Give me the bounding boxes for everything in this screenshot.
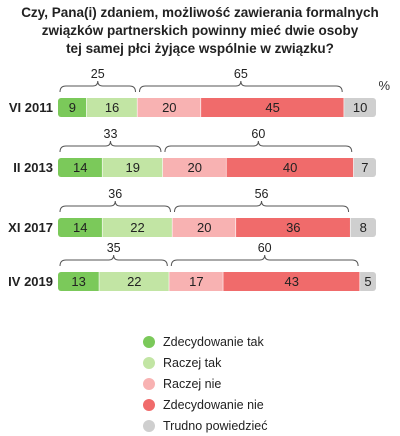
bar-raczej-tak <box>99 272 170 291</box>
value-label-raczej-tak: 22 <box>130 220 144 235</box>
bar-trudno-powiedziec <box>360 272 376 291</box>
bar-trudno-powiedziec <box>353 158 376 177</box>
legend-swatch-zdecydowanie-tak <box>143 335 155 348</box>
value-label-raczej-tak: 22 <box>127 274 141 289</box>
title-line-1: Czy, Pana(i) zdaniem, możliwość zawieran… <box>21 5 379 20</box>
legend-item-trudno-powiedziec: Trudno powiedzieć <box>143 415 267 436</box>
no-bracket <box>173 200 350 213</box>
category-label: IV 2019 <box>8 274 53 289</box>
no-total: 56 <box>255 187 269 201</box>
no-total: 60 <box>251 127 265 141</box>
row-xi-2017: XI 2017 14 22 20 36 8 36 56 <box>8 187 376 237</box>
legend-item-raczej-tak: Raczej tak <box>143 352 267 373</box>
bar-raczej-nie <box>137 98 202 117</box>
category-label: II 2013 <box>13 160 53 175</box>
bar-trudno-powiedziec <box>344 98 376 117</box>
bar-raczej-tak <box>102 158 163 177</box>
chart-title: Czy, Pana(i) zdaniem, możliwość zawieran… <box>6 4 394 58</box>
value-label-zdecydowanie-tak: 13 <box>71 274 85 289</box>
no-total: 60 <box>258 241 272 255</box>
value-label-trudno-powiedziec: 7 <box>361 160 368 175</box>
bar-raczej-tak <box>102 218 173 237</box>
legend-swatch-trudno-powiedziec <box>143 419 155 432</box>
bar-zdecydowanie-tak <box>58 272 100 291</box>
bar-zdecydowanie-nie <box>223 272 361 291</box>
row-vi-2011: VI 2011 9 16 20 45 10 25 65 <box>9 67 376 117</box>
yes-total: 33 <box>104 127 118 141</box>
bar-zdecydowanie-nie <box>236 218 351 237</box>
no-total: 65 <box>234 67 248 81</box>
value-label-zdecydowanie-nie: 45 <box>265 100 279 115</box>
unit-label: % <box>378 78 390 93</box>
no-bracket <box>170 254 359 267</box>
value-label-zdecydowanie-tak: 14 <box>73 160 87 175</box>
bar-zdecydowanie-tak <box>58 98 87 117</box>
yes-bracket <box>59 200 171 213</box>
bar-raczej-nie <box>172 218 237 237</box>
legend-label-zdecydowanie-nie: Zdecydowanie nie <box>163 397 264 412</box>
bar-zdecydowanie-tak <box>58 158 103 177</box>
value-label-zdecydowanie-nie: 36 <box>286 220 300 235</box>
value-label-raczej-nie: 20 <box>188 160 202 175</box>
value-label-raczej-nie: 17 <box>189 274 203 289</box>
bar-raczej-nie <box>169 272 224 291</box>
legend-item-zdecydowanie-tak: Zdecydowanie tak <box>143 331 267 352</box>
yes-bracket <box>59 254 168 267</box>
no-bracket <box>164 140 353 153</box>
title-line-3: tej samej płci żyjące wspólnie w związku… <box>66 41 334 56</box>
legend-label-zdecydowanie-tak: Zdecydowanie tak <box>163 334 264 349</box>
legend-swatch-raczej-tak <box>143 356 155 369</box>
bar-raczej-nie <box>162 158 227 177</box>
category-label: VI 2011 <box>9 100 53 115</box>
value-label-zdecydowanie-nie: 43 <box>284 274 298 289</box>
legend-swatch-raczej-nie <box>143 377 155 390</box>
yes-total: 35 <box>107 241 121 255</box>
value-label-raczej-nie: 20 <box>197 220 211 235</box>
legend: Zdecydowanie tak Raczej tak Raczej nie Z… <box>143 331 267 436</box>
legend-item-zdecydowanie-nie: Zdecydowanie nie <box>143 394 267 415</box>
value-label-raczej-tak: 16 <box>105 100 119 115</box>
row-iv-2019: IV 2019 13 22 17 43 5 35 60 <box>8 241 376 291</box>
category-label: XI 2017 <box>8 220 53 235</box>
no-bracket <box>139 80 343 93</box>
legend-swatch-zdecydowanie-nie <box>143 398 155 411</box>
value-label-raczej-nie: 20 <box>162 100 176 115</box>
value-label-zdecydowanie-nie: 40 <box>283 160 297 175</box>
bar-trudno-powiedziec <box>350 218 376 237</box>
value-label-zdecydowanie-tak: 14 <box>73 220 87 235</box>
value-label-trudno-powiedziec: 5 <box>364 274 371 289</box>
chart-rows: VI 2011 9 16 20 45 10 25 65 II 2013 14 19 20 40 7 33 60… <box>8 67 376 291</box>
bar-zdecydowanie-nie <box>226 158 354 177</box>
yes-total: 36 <box>108 187 122 201</box>
legend-label-raczej-tak: Raczej tak <box>163 355 222 370</box>
value-label-trudno-powiedziec: 8 <box>360 220 367 235</box>
yes-total: 25 <box>91 67 105 81</box>
row-ii-2013: II 2013 14 19 20 40 7 33 60 <box>13 127 376 177</box>
yes-bracket <box>59 80 136 93</box>
bar-zdecydowanie-tak <box>58 218 103 237</box>
legend-label-raczej-nie: Raczej nie <box>163 376 222 391</box>
yes-bracket <box>59 140 162 153</box>
value-label-raczej-tak: 19 <box>125 160 139 175</box>
legend-label-trudno-powiedziec: Trudno powiedzieć <box>163 418 268 433</box>
bar-zdecydowanie-nie <box>201 98 345 117</box>
legend-item-raczej-nie: Raczej nie <box>143 373 267 394</box>
value-label-trudno-powiedziec: 10 <box>353 100 367 115</box>
title-line-2: związków partnerskich powinny mieć dwie … <box>41 23 359 38</box>
value-label-zdecydowanie-tak: 9 <box>69 100 76 115</box>
bar-raczej-tak <box>86 98 138 117</box>
